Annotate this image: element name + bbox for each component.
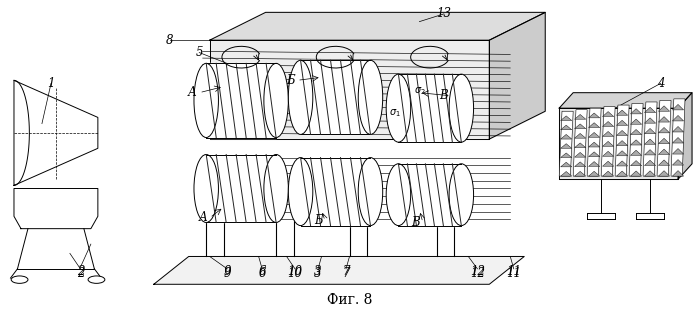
Polygon shape — [644, 171, 656, 176]
Ellipse shape — [449, 74, 474, 142]
Text: 2: 2 — [77, 265, 84, 278]
Polygon shape — [658, 106, 670, 111]
Polygon shape — [601, 107, 615, 176]
Text: Б: Б — [314, 214, 322, 227]
Polygon shape — [561, 116, 572, 121]
Polygon shape — [589, 123, 600, 128]
Polygon shape — [559, 111, 573, 176]
Polygon shape — [678, 93, 692, 179]
Polygon shape — [589, 171, 600, 176]
Text: 7: 7 — [343, 267, 350, 280]
Polygon shape — [559, 108, 678, 179]
Polygon shape — [643, 102, 657, 176]
Polygon shape — [617, 151, 628, 156]
Polygon shape — [206, 63, 276, 138]
Polygon shape — [575, 162, 586, 167]
Polygon shape — [672, 149, 684, 154]
Text: $\sigma_2$: $\sigma_2$ — [414, 85, 425, 97]
Ellipse shape — [194, 63, 218, 138]
Polygon shape — [658, 116, 670, 122]
Polygon shape — [630, 140, 642, 145]
Polygon shape — [658, 128, 670, 133]
Polygon shape — [398, 164, 461, 226]
Ellipse shape — [386, 74, 410, 142]
Polygon shape — [154, 256, 524, 284]
Polygon shape — [617, 161, 628, 166]
Text: 5: 5 — [196, 46, 203, 59]
Polygon shape — [615, 105, 629, 176]
Polygon shape — [644, 150, 656, 155]
Polygon shape — [561, 162, 572, 167]
Polygon shape — [603, 112, 614, 116]
Polygon shape — [559, 93, 692, 108]
Text: 10: 10 — [287, 267, 303, 280]
Polygon shape — [575, 152, 586, 157]
Polygon shape — [630, 161, 642, 166]
Polygon shape — [644, 160, 656, 166]
Text: 8: 8 — [166, 34, 173, 47]
Text: 2: 2 — [77, 267, 84, 280]
Polygon shape — [658, 149, 670, 154]
Text: $\sigma_1$: $\sigma_1$ — [389, 107, 401, 119]
Polygon shape — [575, 124, 586, 129]
Polygon shape — [589, 142, 600, 147]
Ellipse shape — [264, 63, 288, 138]
Polygon shape — [561, 144, 572, 148]
Polygon shape — [617, 171, 628, 176]
Text: 4: 4 — [657, 77, 664, 90]
Polygon shape — [630, 129, 642, 135]
Polygon shape — [561, 153, 572, 158]
Text: 9: 9 — [224, 267, 231, 280]
Polygon shape — [589, 152, 600, 157]
Text: 12: 12 — [470, 267, 485, 280]
Text: Фиг. 8: Фиг. 8 — [327, 293, 372, 307]
Polygon shape — [561, 125, 572, 130]
Polygon shape — [489, 12, 545, 139]
Polygon shape — [658, 160, 670, 165]
Polygon shape — [630, 171, 642, 176]
Text: 10: 10 — [287, 265, 303, 278]
Ellipse shape — [264, 154, 288, 222]
Text: 6: 6 — [259, 267, 266, 280]
Polygon shape — [573, 110, 587, 176]
Polygon shape — [629, 104, 643, 176]
Polygon shape — [603, 151, 614, 156]
Text: 6: 6 — [259, 265, 266, 278]
Text: 12: 12 — [470, 265, 485, 278]
Polygon shape — [589, 113, 600, 118]
Polygon shape — [657, 100, 671, 176]
Ellipse shape — [288, 158, 313, 226]
Polygon shape — [672, 104, 684, 110]
Polygon shape — [617, 110, 628, 115]
Polygon shape — [589, 133, 600, 137]
Polygon shape — [210, 12, 545, 40]
Ellipse shape — [386, 164, 410, 226]
Text: В: В — [440, 89, 448, 102]
Polygon shape — [644, 129, 656, 134]
Polygon shape — [644, 139, 656, 144]
Ellipse shape — [449, 164, 474, 226]
Circle shape — [88, 276, 105, 283]
Ellipse shape — [359, 60, 383, 134]
Polygon shape — [589, 162, 600, 167]
Text: 11: 11 — [506, 267, 521, 280]
Polygon shape — [617, 141, 628, 146]
Text: 7: 7 — [343, 265, 350, 278]
Polygon shape — [630, 109, 642, 114]
Polygon shape — [575, 133, 586, 138]
Polygon shape — [672, 138, 684, 143]
Polygon shape — [630, 119, 642, 124]
Polygon shape — [672, 159, 684, 165]
Text: 1: 1 — [48, 77, 55, 90]
Polygon shape — [301, 60, 370, 134]
Text: А: А — [188, 86, 196, 99]
Text: 3: 3 — [315, 265, 322, 278]
Polygon shape — [644, 107, 656, 112]
Polygon shape — [575, 143, 586, 148]
Polygon shape — [672, 116, 684, 121]
Polygon shape — [561, 134, 572, 139]
Text: Б: Б — [286, 74, 294, 87]
Polygon shape — [206, 154, 276, 222]
Ellipse shape — [194, 154, 218, 222]
